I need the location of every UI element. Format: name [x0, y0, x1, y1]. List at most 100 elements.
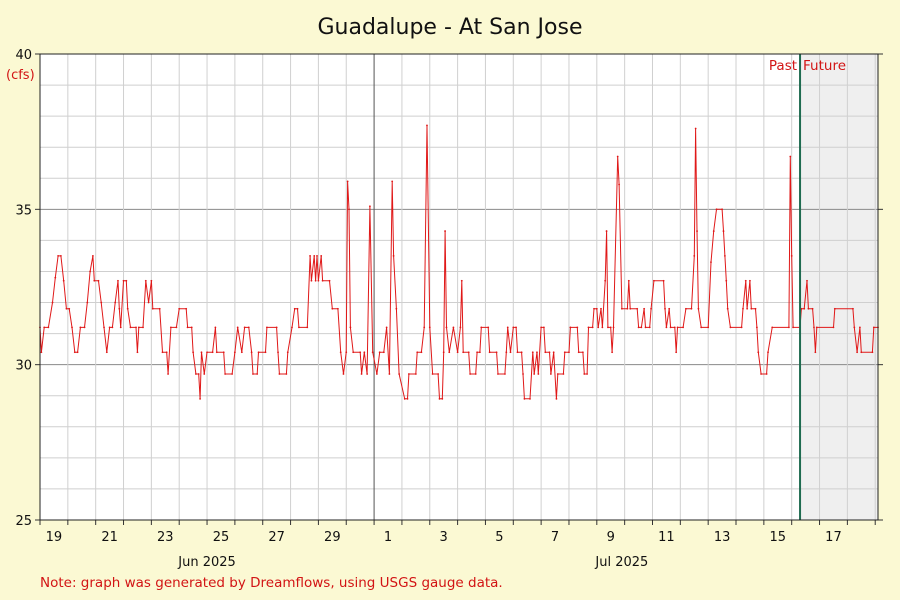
data-point: [277, 351, 279, 354]
data-point: [167, 373, 169, 375]
data-point: [478, 351, 481, 354]
x-tick-label: 13: [714, 530, 731, 545]
data-point: [252, 373, 254, 375]
data-point: [722, 230, 725, 232]
data-point: [83, 326, 86, 329]
data-point: [100, 301, 103, 304]
data-point: [512, 326, 515, 329]
data-point: [328, 279, 331, 282]
data-point: [860, 351, 863, 354]
data-point: [607, 326, 609, 329]
data-point: [871, 351, 874, 354]
data-point: [767, 351, 769, 354]
month-label: Jun 2025: [177, 555, 236, 570]
data-point: [536, 351, 538, 354]
data-point: [407, 373, 410, 375]
data-point: [431, 373, 434, 375]
data-point: [790, 255, 793, 257]
data-point: [520, 351, 523, 354]
data-point: [200, 351, 203, 354]
data-point: [73, 351, 76, 354]
data-point: [256, 373, 259, 375]
data-point: [349, 326, 352, 329]
data-point: [375, 373, 378, 375]
data-point: [577, 351, 580, 354]
data-point: [452, 326, 455, 329]
data-point: [310, 279, 313, 282]
data-point: [456, 351, 459, 354]
data-point: [516, 351, 519, 354]
data-point: [54, 276, 57, 279]
data-point: [650, 307, 652, 310]
data-point: [442, 351, 445, 354]
data-point: [317, 279, 320, 282]
data-point: [111, 326, 114, 329]
data-point: [371, 351, 374, 354]
data-point: [331, 307, 334, 310]
data-point: [467, 351, 470, 354]
data-point: [664, 307, 666, 310]
data-point: [690, 307, 693, 310]
data-point: [206, 351, 208, 354]
data-point: [339, 351, 342, 354]
data-point: [746, 307, 749, 310]
data-point: [601, 326, 604, 329]
y-tick-label: 25: [15, 514, 32, 529]
y-tick-label: 35: [15, 203, 32, 218]
data-point: [626, 307, 629, 310]
plot-background: [40, 54, 878, 520]
data-point: [685, 307, 687, 310]
x-tick-label: 11: [658, 530, 675, 545]
month-label: Jul 2025: [594, 555, 648, 570]
data-point: [445, 326, 448, 329]
data-point: [199, 397, 201, 400]
data-point: [662, 279, 665, 282]
data-point: [523, 397, 526, 400]
data-point: [792, 326, 794, 329]
data-point: [853, 326, 856, 329]
data-point: [665, 326, 668, 329]
data-point: [57, 255, 59, 257]
data-point: [236, 326, 239, 329]
x-tick-label: 29: [324, 530, 341, 545]
data-point: [346, 180, 349, 183]
data-point: [203, 373, 206, 375]
future-label: Future: [803, 58, 846, 74]
data-point: [562, 373, 565, 375]
data-point: [576, 326, 579, 329]
data-point: [744, 279, 747, 282]
data-point: [807, 307, 810, 310]
data-point: [416, 351, 419, 354]
data-point: [740, 326, 743, 329]
data-point: [462, 351, 465, 354]
data-point: [275, 326, 278, 329]
data-point: [587, 326, 590, 329]
y-tick-label: 40: [15, 48, 32, 63]
data-point: [707, 326, 710, 329]
data-point: [378, 351, 381, 354]
data-point: [859, 326, 861, 329]
data-point: [360, 373, 363, 375]
data-point: [609, 326, 612, 329]
data-point: [504, 373, 506, 375]
data-point: [754, 307, 757, 310]
data-point: [474, 373, 477, 375]
data-point: [591, 326, 594, 329]
data-point: [224, 373, 227, 375]
data-point: [233, 351, 236, 354]
data-point: [59, 255, 62, 257]
data-point: [441, 397, 444, 400]
data-point: [611, 351, 614, 354]
data-point: [296, 307, 299, 310]
data-point: [158, 307, 161, 310]
data-point: [62, 279, 65, 282]
data-point: [420, 351, 423, 354]
data-point: [668, 307, 671, 310]
data-point: [540, 326, 543, 329]
data-point: [137, 326, 140, 329]
data-point: [710, 261, 712, 264]
data-point: [147, 301, 150, 304]
data-point: [629, 307, 632, 310]
data-point: [126, 307, 129, 310]
